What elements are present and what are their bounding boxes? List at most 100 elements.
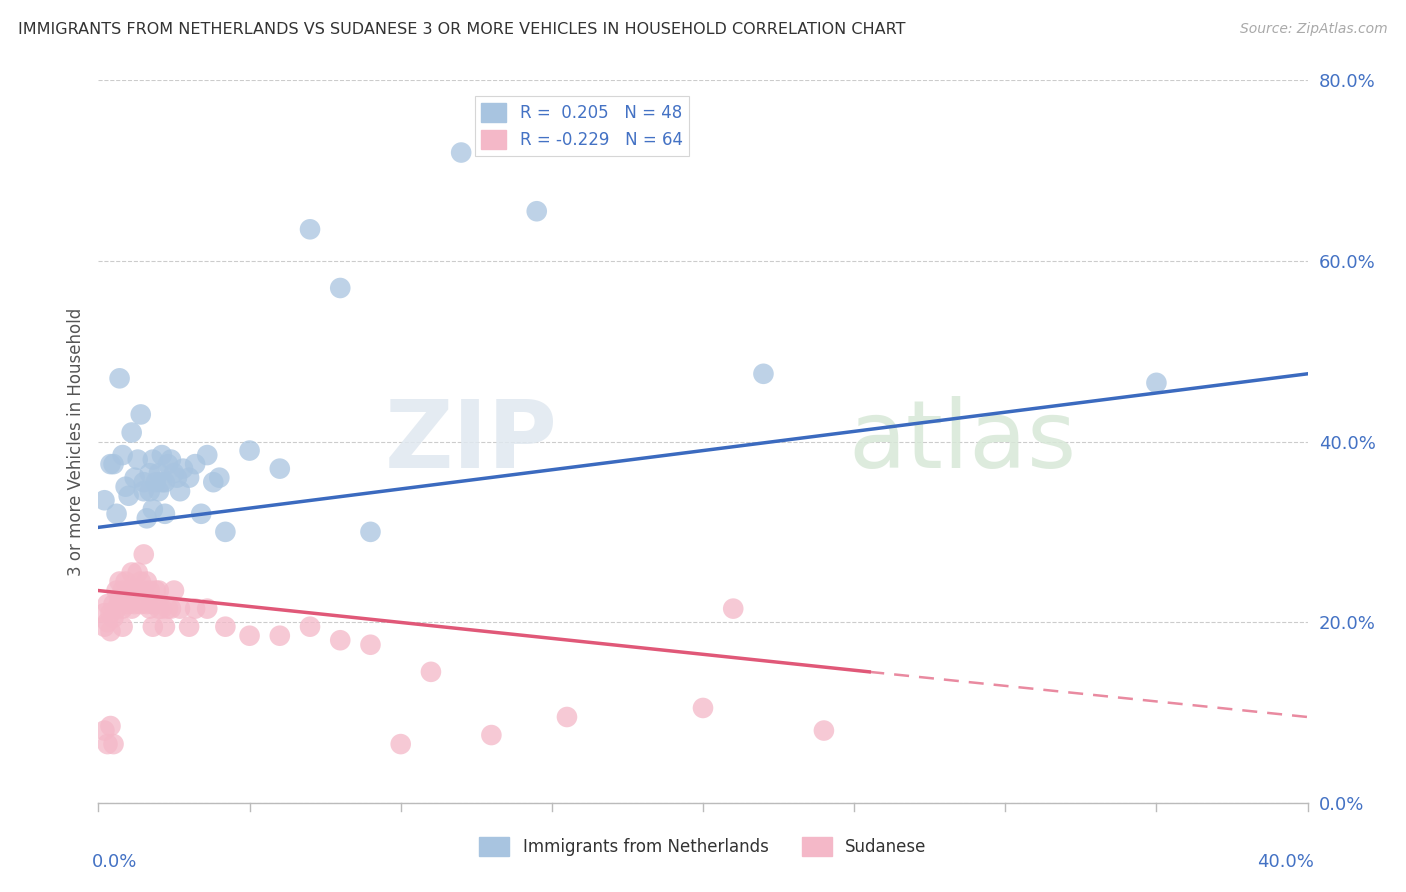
Point (156, 457, 179, 471)
Point (179, 620, 201, 634)
Point (93, 493, 115, 508)
Point (481, 728, 503, 742)
Point (214, 524, 236, 539)
Point (114, 574, 136, 589)
Point (124, 583, 146, 598)
Point (163, 466, 186, 480)
Point (148, 466, 170, 480)
Point (450, 145, 472, 160)
Point (96, 737, 118, 751)
Point (111, 583, 134, 598)
Point (100, 457, 122, 471)
Point (166, 471, 188, 485)
Point (239, 629, 262, 643)
Point (160, 601, 183, 615)
Point (190, 507, 212, 521)
Point (108, 371, 131, 385)
Point (150, 601, 173, 615)
Point (145, 583, 167, 598)
Point (139, 583, 162, 598)
Point (299, 620, 322, 634)
Point (135, 574, 157, 589)
Point (153, 507, 176, 521)
Point (139, 601, 162, 615)
Point (105, 601, 128, 615)
Point (195, 601, 218, 615)
Point (108, 592, 131, 607)
Point (148, 583, 170, 598)
Point (179, 471, 201, 485)
Point (114, 480, 136, 494)
Point (124, 597, 146, 611)
Point (129, 574, 152, 589)
Point (420, 665, 443, 679)
Point (93, 620, 115, 634)
Point (96, 615, 118, 630)
Point (202, 475, 225, 490)
Point (329, 633, 352, 648)
Point (389, 737, 412, 751)
Point (239, 443, 262, 458)
Legend: R =  0.205   N = 48, R = -0.229   N = 64: R = 0.205 N = 48, R = -0.229 N = 64 (475, 95, 689, 156)
Point (105, 583, 128, 598)
Point (111, 620, 134, 634)
Point (121, 425, 143, 440)
Text: atlas: atlas (848, 395, 1077, 488)
Point (169, 484, 191, 499)
Text: Source: ZipAtlas.com: Source: ZipAtlas.com (1240, 22, 1388, 37)
Point (100, 606, 122, 620)
Point (752, 367, 775, 381)
Point (555, 710, 578, 724)
Point (100, 624, 122, 639)
Point (129, 408, 152, 422)
Point (142, 502, 165, 516)
Point (150, 448, 173, 462)
Point (132, 548, 155, 562)
Point (813, 723, 835, 738)
Text: 40.0%: 40.0% (1257, 854, 1313, 871)
Point (156, 601, 179, 615)
Point (142, 620, 165, 634)
Point (121, 566, 143, 580)
Point (163, 583, 186, 598)
Point (103, 737, 125, 751)
Point (135, 511, 157, 525)
Point (142, 597, 165, 611)
Point (329, 281, 352, 295)
Point (153, 620, 176, 634)
Point (135, 597, 157, 611)
Point (184, 457, 207, 471)
Point (124, 471, 146, 485)
Point (269, 461, 291, 475)
Point (96, 597, 118, 611)
Point (103, 610, 125, 624)
Point (127, 566, 149, 580)
Point (132, 475, 155, 490)
Point (114, 592, 136, 607)
Point (723, 601, 745, 615)
Point (153, 475, 176, 490)
Point (195, 448, 218, 462)
Point (360, 638, 382, 652)
Point (139, 484, 162, 499)
Point (100, 719, 122, 733)
Text: 0.0%: 0.0% (93, 854, 138, 871)
Point (93, 723, 115, 738)
Point (299, 222, 322, 236)
Point (118, 489, 141, 503)
Point (184, 601, 207, 615)
Point (103, 457, 125, 471)
Point (103, 597, 125, 611)
Point (132, 583, 155, 598)
Point (127, 452, 149, 467)
Point (148, 484, 170, 499)
Point (118, 583, 141, 598)
Point (142, 452, 165, 467)
Point (127, 583, 149, 598)
Point (111, 601, 134, 615)
Point (269, 629, 291, 643)
Point (172, 461, 194, 475)
Point (132, 484, 155, 499)
Point (129, 597, 152, 611)
Point (145, 475, 167, 490)
